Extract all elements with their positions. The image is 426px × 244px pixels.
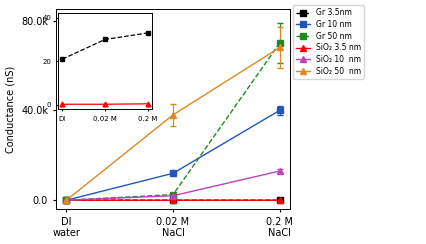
Y-axis label: Conductance (nS): Conductance (nS) [6, 66, 15, 153]
Legend: Gr 3.5nm, Gr 10 nm, Gr 50 nm, SiO₂ 3.5 nm, SiO₂ 10  nm, SiO₂ 50  nm: Gr 3.5nm, Gr 10 nm, Gr 50 nm, SiO₂ 3.5 n… [292, 5, 363, 79]
